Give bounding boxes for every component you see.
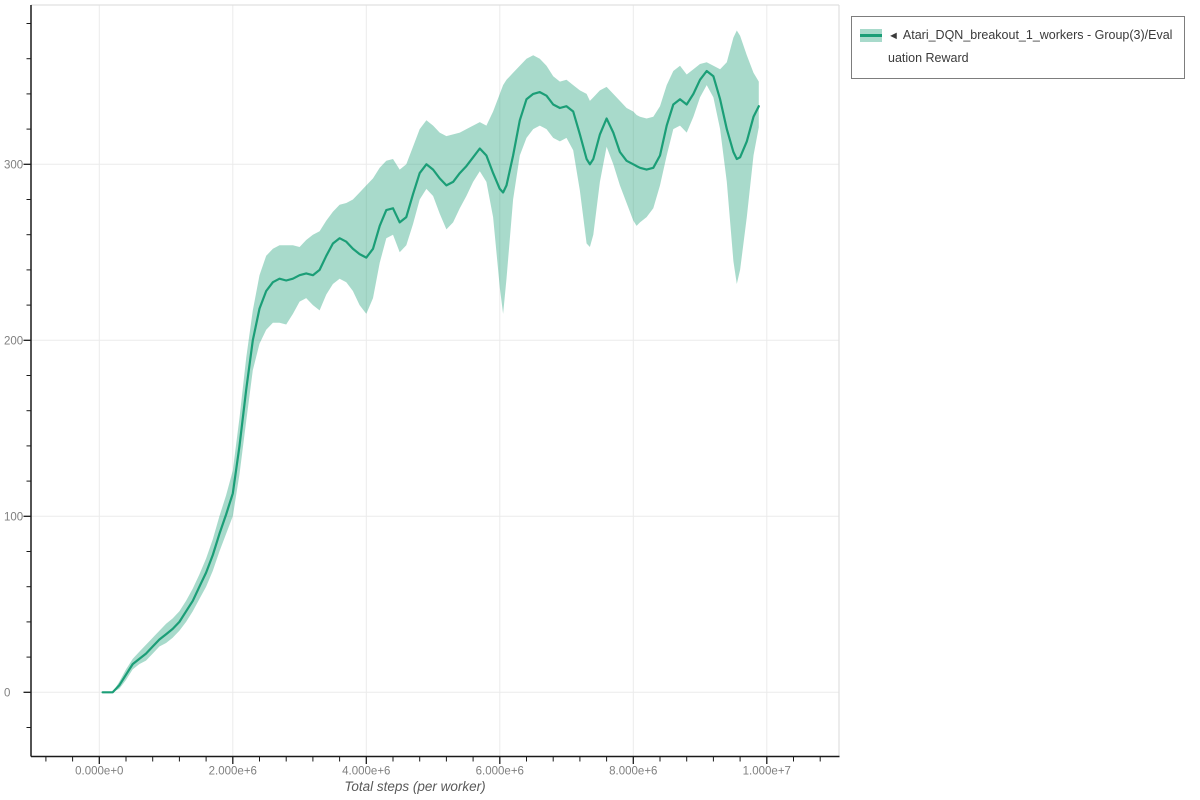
y-tick-label: 100 (4, 511, 23, 523)
legend-label: Atari_DQN_breakout_1_workers - Group(3)/… (888, 28, 1173, 65)
legend: ◄ Atari_DQN_breakout_1_workers - Group(3)… (851, 16, 1185, 79)
x-tick-label: 1.000e+7 (743, 766, 791, 778)
legend-item[interactable]: ◄ Atari_DQN_breakout_1_workers - Group(3)… (888, 24, 1176, 69)
x-tick-label: 2.000e+6 (209, 766, 257, 778)
legend-swatch-line (860, 34, 882, 37)
y-tick-label: 300 (4, 159, 23, 171)
x-axis-title: Total steps (per worker) (344, 779, 486, 794)
x-tick-label: 8.000e+6 (609, 766, 657, 778)
x-tick-label: 4.000e+6 (342, 766, 390, 778)
mean-line (101, 69, 760, 694)
x-tick-label: 6.000e+6 (476, 766, 524, 778)
x-tick-label: 0.000e+0 (75, 766, 123, 778)
confidence-band (102, 30, 759, 693)
y-tick-label: 200 (4, 335, 23, 347)
y-tick-label: 0 (4, 687, 10, 699)
legend-collapse-icon[interactable]: ◄ (888, 30, 899, 42)
legend-swatch-band[interactable] (860, 29, 882, 42)
